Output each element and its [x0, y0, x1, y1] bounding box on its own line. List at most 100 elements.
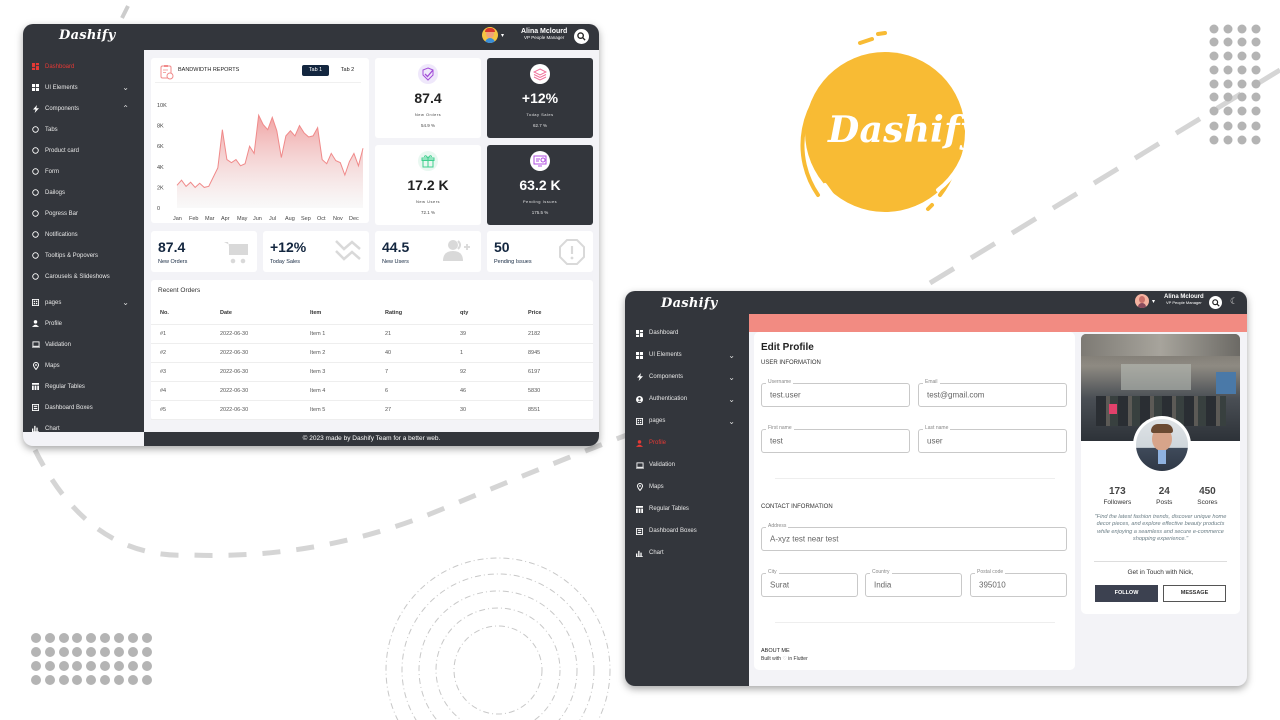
profile-banner: [749, 314, 1247, 332]
profile-stat: 450 Scores: [1197, 486, 1217, 506]
summary-card: 50 Pending Issues: [487, 231, 593, 272]
address-field[interactable]: Address A-xyz test near test: [761, 523, 1067, 551]
sidebar-item-validation[interactable]: Validation: [625, 454, 749, 476]
sidebar-item-maps[interactable]: Maps: [23, 355, 144, 376]
table-icon: [635, 505, 644, 513]
table-row[interactable]: #1 2022-06-30 Item 1 21 39 2182: [151, 324, 593, 343]
boxes-icon: [635, 527, 644, 535]
sidebar-item-authentication[interactable]: Authentication ⌄: [625, 388, 749, 410]
sidebar-item-pogress-bar[interactable]: Pogress Bar: [23, 203, 144, 224]
sidebar-item-label: Tabs: [45, 126, 58, 133]
chevron-down-icon: ⌄: [122, 298, 129, 307]
pages-icon: [31, 299, 40, 306]
table-cell: 6: [385, 387, 389, 394]
circle-icon: [31, 189, 40, 196]
stat-percent: 72.1 %: [420, 210, 435, 215]
message-button[interactable]: MESSAGE: [1163, 585, 1226, 602]
sidebar-item-label: Validation: [649, 462, 675, 468]
tab-1[interactable]: Tab 1: [302, 65, 329, 76]
user-name: Alina Mclourd: [521, 28, 568, 35]
sidebar-item-maps[interactable]: Maps: [625, 476, 749, 498]
postal-code-field[interactable]: Postal code 395010: [970, 569, 1067, 597]
stat-card: +12% Today Sales 62.7 %: [487, 58, 593, 138]
table-cell: 40: [385, 349, 392, 356]
sidebar-item-pages[interactable]: pages ⌄: [625, 410, 749, 432]
stat-label: Today Sales: [526, 112, 554, 117]
dark-mode-toggle[interactable]: ☾: [1230, 296, 1238, 307]
layers-icon: [530, 64, 550, 84]
divider: [775, 478, 1055, 479]
sidebar-item-dashboard[interactable]: Dashboard: [23, 56, 144, 77]
sidebar-item-components[interactable]: Components ⌃: [23, 98, 144, 119]
email-field[interactable]: Email test@gmail.com: [918, 379, 1067, 407]
gift-icon: [418, 151, 438, 171]
sidebar-item-regular-tables[interactable]: Regular Tables: [23, 376, 144, 397]
circle-icon: [31, 231, 40, 238]
grid-icon: [31, 84, 40, 91]
country-field[interactable]: Country India: [865, 569, 962, 597]
sidebar-item-validation[interactable]: Validation: [23, 334, 144, 355]
svg-text:6K: 6K: [157, 144, 164, 150]
sidebar-item-label: Dailogs: [45, 189, 66, 196]
stat-value: 63.2 K: [519, 177, 561, 193]
sidebar-item-pages[interactable]: pages ⌄: [23, 292, 144, 313]
avatar: [1135, 294, 1149, 308]
trend-icon: [335, 239, 361, 266]
user-menu[interactable]: ▾: [1135, 294, 1155, 308]
chevron-down-icon: ⌄: [728, 416, 735, 426]
laptop-icon: [31, 341, 40, 348]
table-cell: 46: [460, 387, 467, 394]
sidebar-item-dashboard[interactable]: Dashboard: [625, 322, 749, 344]
table-cell: #4: [160, 387, 167, 394]
table-cell: Item 4: [310, 387, 326, 394]
table-cell: Item 1: [310, 330, 326, 337]
sidebar-item-carousels-slideshows[interactable]: Carousels & Slideshows: [23, 266, 144, 287]
table-row[interactable]: #4 2022-06-30 Item 4 6 46 5830: [151, 381, 593, 400]
sidebar-item-components[interactable]: Components ⌄: [625, 366, 749, 388]
circle-icon: [31, 273, 40, 280]
column-header: Rating: [385, 309, 403, 316]
svg-text:8K: 8K: [157, 124, 164, 130]
table-row[interactable]: #5 2022-06-30 Item 5 27 30 8551: [151, 400, 593, 419]
tab-2[interactable]: Tab 2: [340, 67, 355, 73]
sidebar-item-tabs[interactable]: Tabs: [23, 119, 144, 140]
dot-grid-top-right: [1209, 24, 1261, 145]
sidebar-item-form[interactable]: Form: [23, 161, 144, 182]
circle-icon: [31, 252, 40, 259]
first-name-field[interactable]: First name test: [761, 425, 910, 453]
sidebar-item-ui-elements[interactable]: UI Elements ⌄: [625, 344, 749, 366]
summary-card: 87.4 New Orders: [151, 231, 257, 272]
sidebar-item-profile[interactable]: Profile: [625, 432, 749, 454]
sidebar-item-chart[interactable]: Chart: [23, 418, 144, 439]
search-button[interactable]: [574, 29, 589, 44]
sidebar-item-regular-tables[interactable]: Regular Tables: [625, 498, 749, 520]
profile-card: 173 Followers 24 Posts 450 Scores "Find th…: [1081, 334, 1240, 614]
sidebar-item-tooltips-popovers[interactable]: Tooltips & Popovers: [23, 245, 144, 266]
search-button[interactable]: [1209, 296, 1222, 309]
sidebar-item-notifications[interactable]: Notifications: [23, 224, 144, 245]
stat-card: 17.2 K New Users 72.1 %: [375, 145, 481, 225]
sidebar-item-profile[interactable]: Profile: [23, 313, 144, 334]
svg-text:4K: 4K: [157, 165, 164, 171]
sidebar-item-dashboard-boxes[interactable]: Dashboard Boxes: [625, 520, 749, 542]
stat-value: +12%: [521, 90, 559, 106]
sidebar-item-product-card[interactable]: Product card: [23, 140, 144, 161]
username-field[interactable]: Username test.user: [761, 379, 910, 407]
user-menu[interactable]: ▾: [482, 27, 504, 43]
laptop-icon: [635, 461, 644, 469]
summary-label: New Orders: [158, 259, 188, 265]
last-name-field[interactable]: Last name user: [918, 425, 1067, 453]
profile-stats: 173 Followers 24 Posts 450 Scores: [1081, 486, 1240, 506]
monitor-chart-icon: [530, 151, 550, 171]
stat-label: Followers: [1103, 499, 1132, 506]
table-row[interactable]: #2 2022-06-30 Item 2 40 1 8945: [151, 343, 593, 362]
sidebar-item-dashboard-boxes[interactable]: Dashboard Boxes: [23, 397, 144, 418]
pages-icon: [635, 417, 644, 425]
follow-button[interactable]: FOLLOW: [1095, 585, 1158, 602]
sidebar-item-dailogs[interactable]: Dailogs: [23, 182, 144, 203]
sidebar-item-ui-elements[interactable]: UI Elements ⌄: [23, 77, 144, 98]
table-row[interactable]: #3 2022-06-30 Item 3 7 92 6197: [151, 362, 593, 381]
get-in-touch-text: Get in Touch with Nick,: [1127, 569, 1194, 576]
sidebar-item-chart[interactable]: Chart: [625, 542, 749, 564]
city-field[interactable]: City Surat: [761, 569, 858, 597]
